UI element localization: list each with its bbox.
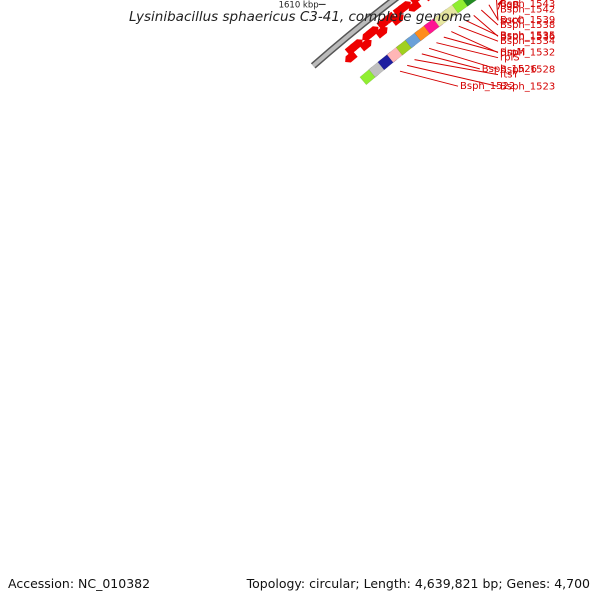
gene-label: Bsph_1536 <box>500 31 555 42</box>
gene-leader-line <box>436 43 498 58</box>
topology-text: Topology: circular; Length: 4,639,821 bp… <box>247 576 590 591</box>
gene-leader-line <box>451 32 498 53</box>
gene-label: Bsph_1528 <box>500 64 555 75</box>
gene-leader-line <box>444 37 498 52</box>
gene-leader-line <box>400 71 458 86</box>
gene-leader-line <box>459 26 498 41</box>
cds-arrow <box>423 0 438 1</box>
accession-text: Accession: NC_010382 <box>8 576 150 591</box>
gene-label: Bsph_1523 <box>500 81 555 92</box>
genome-title: Lysinibacillus sphaericus C3-41, complet… <box>0 9 600 25</box>
gene-label: Bsph_1532 <box>500 48 555 59</box>
